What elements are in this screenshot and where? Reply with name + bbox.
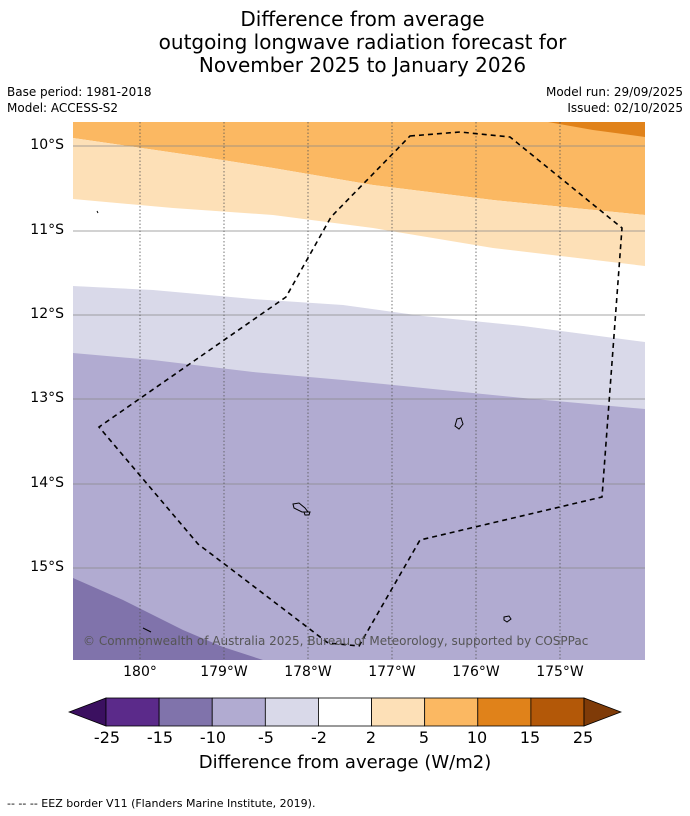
band-10-to-15 xyxy=(548,122,645,137)
island-outline xyxy=(454,417,464,430)
colorbar-tick: 25 xyxy=(572,728,594,747)
copyright-notice: © Commonwealth of Australia 2025, Bureau… xyxy=(83,634,588,648)
colorbar-segments xyxy=(68,697,622,727)
lat-label: 11°S xyxy=(30,222,64,238)
lat-label: 12°S xyxy=(30,306,64,322)
colorbar-extend-high xyxy=(583,697,622,727)
latitude-gridlines xyxy=(73,145,645,569)
colorbar xyxy=(68,697,622,727)
colorbar-label: Difference from average (W/m2) xyxy=(198,752,492,773)
lon-label: 179°W xyxy=(200,664,248,680)
footnote: -- -- -- EEZ border V11 (Flanders Marine… xyxy=(7,797,316,810)
base-period: Base period: 1981-2018 xyxy=(7,85,152,99)
colorbar-segment xyxy=(530,697,585,727)
colorbar-extend-low xyxy=(68,697,107,727)
lat-label: 13°S xyxy=(30,390,64,406)
model-name: Model: ACCESS-S2 xyxy=(7,101,119,115)
map-svg: © Commonwealth of Australia 2025, Bureau… xyxy=(73,122,645,660)
colorbar-tick: -5 xyxy=(258,728,274,747)
colorbar-segment xyxy=(371,697,426,727)
colorbar-segment xyxy=(264,697,319,727)
longitude-gridlines xyxy=(139,122,561,660)
eez-boundary xyxy=(97,131,623,647)
lon-label: 175°W xyxy=(536,664,584,680)
colorbar-segment xyxy=(105,697,160,727)
colorbar-tick: 2 xyxy=(365,728,377,747)
colorbar-tick: -25 xyxy=(93,728,121,747)
colorbar-tick: 10 xyxy=(466,728,488,747)
island-outline xyxy=(503,615,512,623)
colorbar-tick: 15 xyxy=(519,728,541,747)
band-minus-10-to-minus-15 xyxy=(73,578,263,660)
colorbar-tick: 5 xyxy=(418,728,430,747)
island-outline xyxy=(142,627,152,633)
lon-label: 177°W xyxy=(368,664,416,680)
band-5-to-10 xyxy=(73,122,645,215)
meta-left: Base period: 1981-2018 Model: ACCESS-S2 xyxy=(7,84,152,116)
colorbar-segment xyxy=(424,697,479,727)
lon-label: 178°W xyxy=(284,664,332,680)
colorbar-segment xyxy=(158,697,213,727)
lon-label: 180° xyxy=(123,664,157,680)
band-2-to-5 xyxy=(73,138,645,266)
meta-right: Model run: 29/09/2025 Issued: 02/10/2025 xyxy=(546,84,683,116)
map-title: Difference from average outgoing longwav… xyxy=(0,8,690,77)
colorbar-segment xyxy=(477,697,532,727)
lat-label: 15°S xyxy=(30,559,64,575)
map-panel: © Commonwealth of Australia 2025, Bureau… xyxy=(73,122,645,660)
lon-label: 176°W xyxy=(452,664,500,680)
lat-label: 10°S xyxy=(30,137,64,153)
model-run: Model run: 29/09/2025 xyxy=(545,85,683,99)
colorbar-segment xyxy=(211,697,266,727)
colorbar-tick: -2 xyxy=(311,728,327,747)
colorbar-tick: -15 xyxy=(146,728,174,747)
band-minus-5-to-minus-10 xyxy=(73,353,645,660)
island-outline xyxy=(96,210,99,214)
island-outline xyxy=(303,511,311,516)
islands xyxy=(96,210,512,633)
title-line-1: Difference from average xyxy=(240,7,485,31)
title-line-2: outgoing longwave radiation forecast for xyxy=(158,30,567,54)
lat-label: 14°S xyxy=(30,475,64,491)
colorbar-tick: -10 xyxy=(199,728,227,747)
colorbar-segment xyxy=(318,697,372,727)
issued-date: Issued: 02/10/2025 xyxy=(567,101,683,115)
title-line-3: November 2025 to January 2026 xyxy=(198,53,527,77)
